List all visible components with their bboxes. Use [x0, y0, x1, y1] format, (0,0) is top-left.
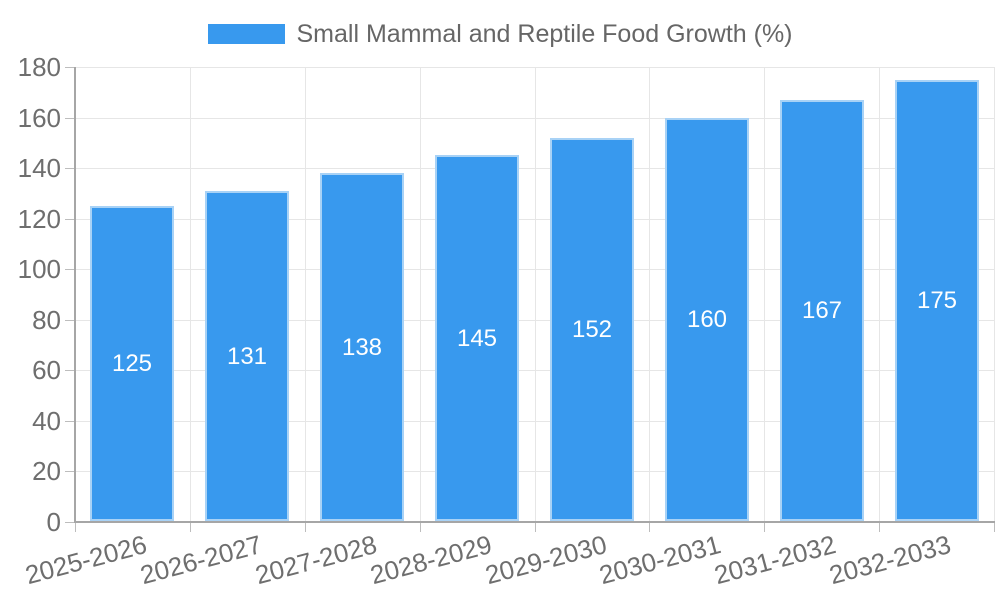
- bar-2029-2030: [550, 138, 634, 521]
- bar-2026-2027: [205, 191, 289, 521]
- y-gridline: [75, 168, 994, 169]
- y-axis-tick: [65, 67, 75, 68]
- bar-value-label: 125: [111, 350, 153, 377]
- y-axis-tick: [65, 118, 75, 119]
- bar-value-label: 145: [456, 325, 498, 352]
- y-axis-tick: [65, 219, 75, 220]
- bar-2031-2032: [780, 100, 864, 521]
- y-gridline: [75, 219, 994, 220]
- x-axis-tick: [764, 522, 765, 532]
- y-axis-tick-label: 40: [32, 406, 61, 436]
- y-axis-tick-label: 20: [32, 456, 61, 486]
- x-axis-tick-label: 2026-2027: [136, 529, 265, 591]
- x-axis-tick: [190, 522, 191, 532]
- bar-value-label: 131: [226, 343, 268, 370]
- y-axis-tick: [65, 168, 75, 169]
- y-axis-tick: [65, 522, 75, 523]
- y-gridline: [75, 421, 994, 422]
- bar-2028-2029: [435, 155, 519, 521]
- legend-swatch-icon: [207, 24, 285, 44]
- bar-value-label: 152: [571, 316, 613, 343]
- bar-2032-2033: [895, 80, 979, 521]
- x-axis-tick-label: 2027-2028: [251, 529, 380, 591]
- x-axis-tick: [305, 522, 306, 532]
- x-axis-tick: [649, 522, 650, 532]
- x-axis-tick-label: 2029-2030: [481, 529, 610, 591]
- x-gridline: [764, 67, 765, 522]
- x-gridline: [190, 67, 191, 522]
- x-gridline: [535, 67, 536, 522]
- bar-value-label: 167: [801, 297, 843, 324]
- y-axis-tick-label: 180: [17, 52, 61, 82]
- x-gridline: [305, 67, 306, 522]
- x-gridline: [649, 67, 650, 522]
- y-gridline: [75, 67, 994, 68]
- x-axis-tick: [994, 522, 995, 532]
- bar-value-label: 160: [686, 306, 728, 333]
- x-axis-tick-label: 2028-2029: [366, 529, 495, 591]
- y-axis-tick-label: 160: [17, 103, 61, 133]
- x-axis-tick-label: 2025-2026: [22, 529, 150, 591]
- x-axis-line: [74, 521, 995, 523]
- y-gridline: [75, 370, 994, 371]
- y-axis-tick: [65, 370, 75, 371]
- x-axis-tick: [535, 522, 536, 532]
- bar-2030-2031: [665, 118, 749, 521]
- y-axis-tick: [65, 421, 75, 422]
- x-gridline: [994, 67, 995, 522]
- y-gridline: [75, 269, 994, 270]
- y-axis-line: [74, 67, 76, 522]
- bar-2025-2026: [90, 206, 174, 521]
- bar-value-label: 175: [916, 287, 958, 314]
- y-axis-tick: [65, 269, 75, 270]
- y-axis-tick: [65, 320, 75, 321]
- legend-label: Small Mammal and Reptile Food Growth (%): [296, 20, 793, 48]
- y-axis-tick-label: 140: [17, 153, 61, 183]
- x-axis-tick-label: 2030-2031: [596, 529, 725, 591]
- y-axis-tick-label: 100: [17, 254, 61, 284]
- y-axis-tick: [65, 471, 75, 472]
- x-axis-tick: [879, 522, 880, 532]
- y-axis-tick-label: 120: [17, 204, 61, 234]
- y-gridline: [75, 118, 994, 119]
- legend-item[interactable]: Small Mammal and Reptile Food Growth (%): [0, 14, 1000, 54]
- x-axis-tick-label: 2031-2032: [711, 529, 840, 591]
- bar-value-label: 138: [341, 334, 383, 361]
- y-gridline: [75, 471, 994, 472]
- x-gridline: [420, 67, 421, 522]
- y-gridline: [75, 320, 994, 321]
- x-axis-tick: [420, 522, 421, 532]
- y-axis-tick-label: 0: [46, 507, 61, 537]
- x-axis-tick-label: 2032-2033: [826, 529, 955, 591]
- y-axis-tick-label: 60: [32, 355, 61, 385]
- x-axis-tick: [75, 522, 76, 532]
- bar-2027-2028: [320, 173, 404, 521]
- y-axis-tick-label: 80: [32, 305, 61, 335]
- x-gridline: [879, 67, 880, 522]
